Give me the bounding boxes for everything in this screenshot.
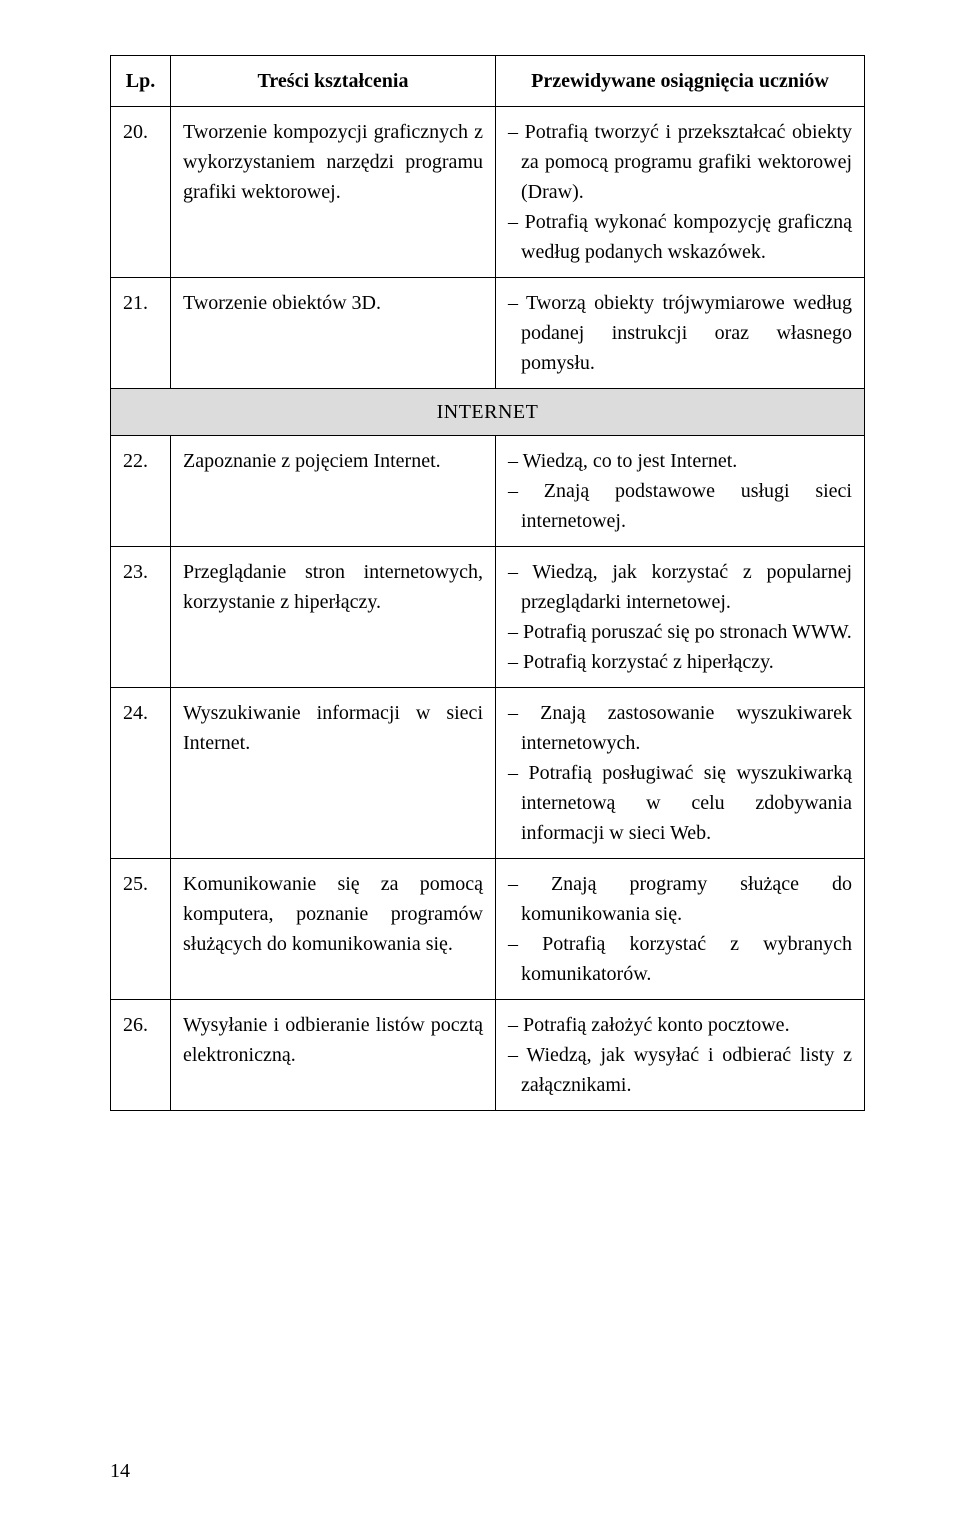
outcome-line: – Potrafią założyć konto pocztowe.: [508, 1010, 852, 1040]
header-lp: Lp.: [111, 56, 171, 107]
table-row: 23. Przeglądanie stron internetowych, ko…: [111, 547, 865, 688]
section-label: INTERNET: [111, 389, 865, 436]
cell-content: Wyszukiwanie informacji w sieci Internet…: [171, 688, 496, 859]
cell-content: Wysyłanie i odbieranie listów pocztą ele…: [171, 1000, 496, 1111]
table-row: 22. Zapoznanie z pojęciem Internet. – Wi…: [111, 436, 865, 547]
cell-content: Zapoznanie z pojęciem Internet.: [171, 436, 496, 547]
cell-outcomes: – Potrafią założyć konto pocztowe. – Wie…: [496, 1000, 865, 1111]
cell-outcomes: – Wiedzą, jak korzystać z popularnej prz…: [496, 547, 865, 688]
outcome-line: – Wiedzą, jak wysyłać i odbierać listy z…: [508, 1040, 852, 1100]
table-row: 20. Tworzenie kompozycji graficznych z w…: [111, 107, 865, 278]
cell-lp: 26.: [111, 1000, 171, 1111]
page: Lp. Treści kształcenia Przewidywane osią…: [0, 0, 960, 1523]
outcome-line: – Potrafią wykonać kompozycję graficzną …: [508, 207, 852, 267]
outcome-line: – Potrafią poruszać się po stronach WWW.: [508, 617, 852, 647]
cell-lp: 21.: [111, 278, 171, 389]
cell-lp: 25.: [111, 859, 171, 1000]
outcome-line: – Potrafią korzystać z hiperłączy.: [508, 647, 852, 677]
outcome-line: – Znają podstawowe usługi sieci internet…: [508, 476, 852, 536]
cell-content: Tworzenie kompozycji graficznych z wykor…: [171, 107, 496, 278]
page-number: 14: [110, 1460, 130, 1483]
table-row: 26. Wysyłanie i odbieranie listów pocztą…: [111, 1000, 865, 1111]
header-content: Treści kształcenia: [171, 56, 496, 107]
cell-outcomes: – Znają zastosowanie wyszukiwarek intern…: [496, 688, 865, 859]
outcome-line: – Znają programy służące do komunikowani…: [508, 869, 852, 929]
outcome-line: – Wiedzą, co to jest Internet.: [508, 446, 852, 476]
cell-outcomes: – Wiedzą, co to jest Internet. – Znają p…: [496, 436, 865, 547]
table-header-row: Lp. Treści kształcenia Przewidywane osią…: [111, 56, 865, 107]
cell-outcomes: – Potrafią tworzyć i przekształcać obiek…: [496, 107, 865, 278]
outcome-line: – Wiedzą, jak korzystać z popularnej prz…: [508, 557, 852, 617]
cell-content: Komunikowanie się za pomocą komputera, p…: [171, 859, 496, 1000]
table-row: 24. Wyszukiwanie informacji w sieci Inte…: [111, 688, 865, 859]
outcome-line: – Potrafią tworzyć i przekształcać obiek…: [508, 117, 852, 207]
cell-outcomes: – Tworzą obiekty trójwymiarowe według po…: [496, 278, 865, 389]
curriculum-table: Lp. Treści kształcenia Przewidywane osią…: [110, 55, 865, 1111]
outcome-line: – Potrafią posługiwać się wyszukiwarką i…: [508, 758, 852, 848]
outcome-line: – Potrafią korzystać z wybranych komunik…: [508, 929, 852, 989]
cell-lp: 23.: [111, 547, 171, 688]
outcome-line: – Znają zastosowanie wyszukiwarek intern…: [508, 698, 852, 758]
section-row: INTERNET: [111, 389, 865, 436]
outcome-line: – Tworzą obiekty trójwymiarowe według po…: [508, 288, 852, 378]
cell-content: Przeglądanie stron internetowych, korzys…: [171, 547, 496, 688]
cell-lp: 20.: [111, 107, 171, 278]
cell-lp: 24.: [111, 688, 171, 859]
header-outcomes: Przewidywane osiągnięcia uczniów: [496, 56, 865, 107]
cell-lp: 22.: [111, 436, 171, 547]
table-row: 21. Tworzenie obiektów 3D. – Tworzą obie…: [111, 278, 865, 389]
cell-content: Tworzenie obiektów 3D.: [171, 278, 496, 389]
table-row: 25. Komunikowanie się za pomocą komputer…: [111, 859, 865, 1000]
cell-outcomes: – Znają programy służące do komunikowani…: [496, 859, 865, 1000]
